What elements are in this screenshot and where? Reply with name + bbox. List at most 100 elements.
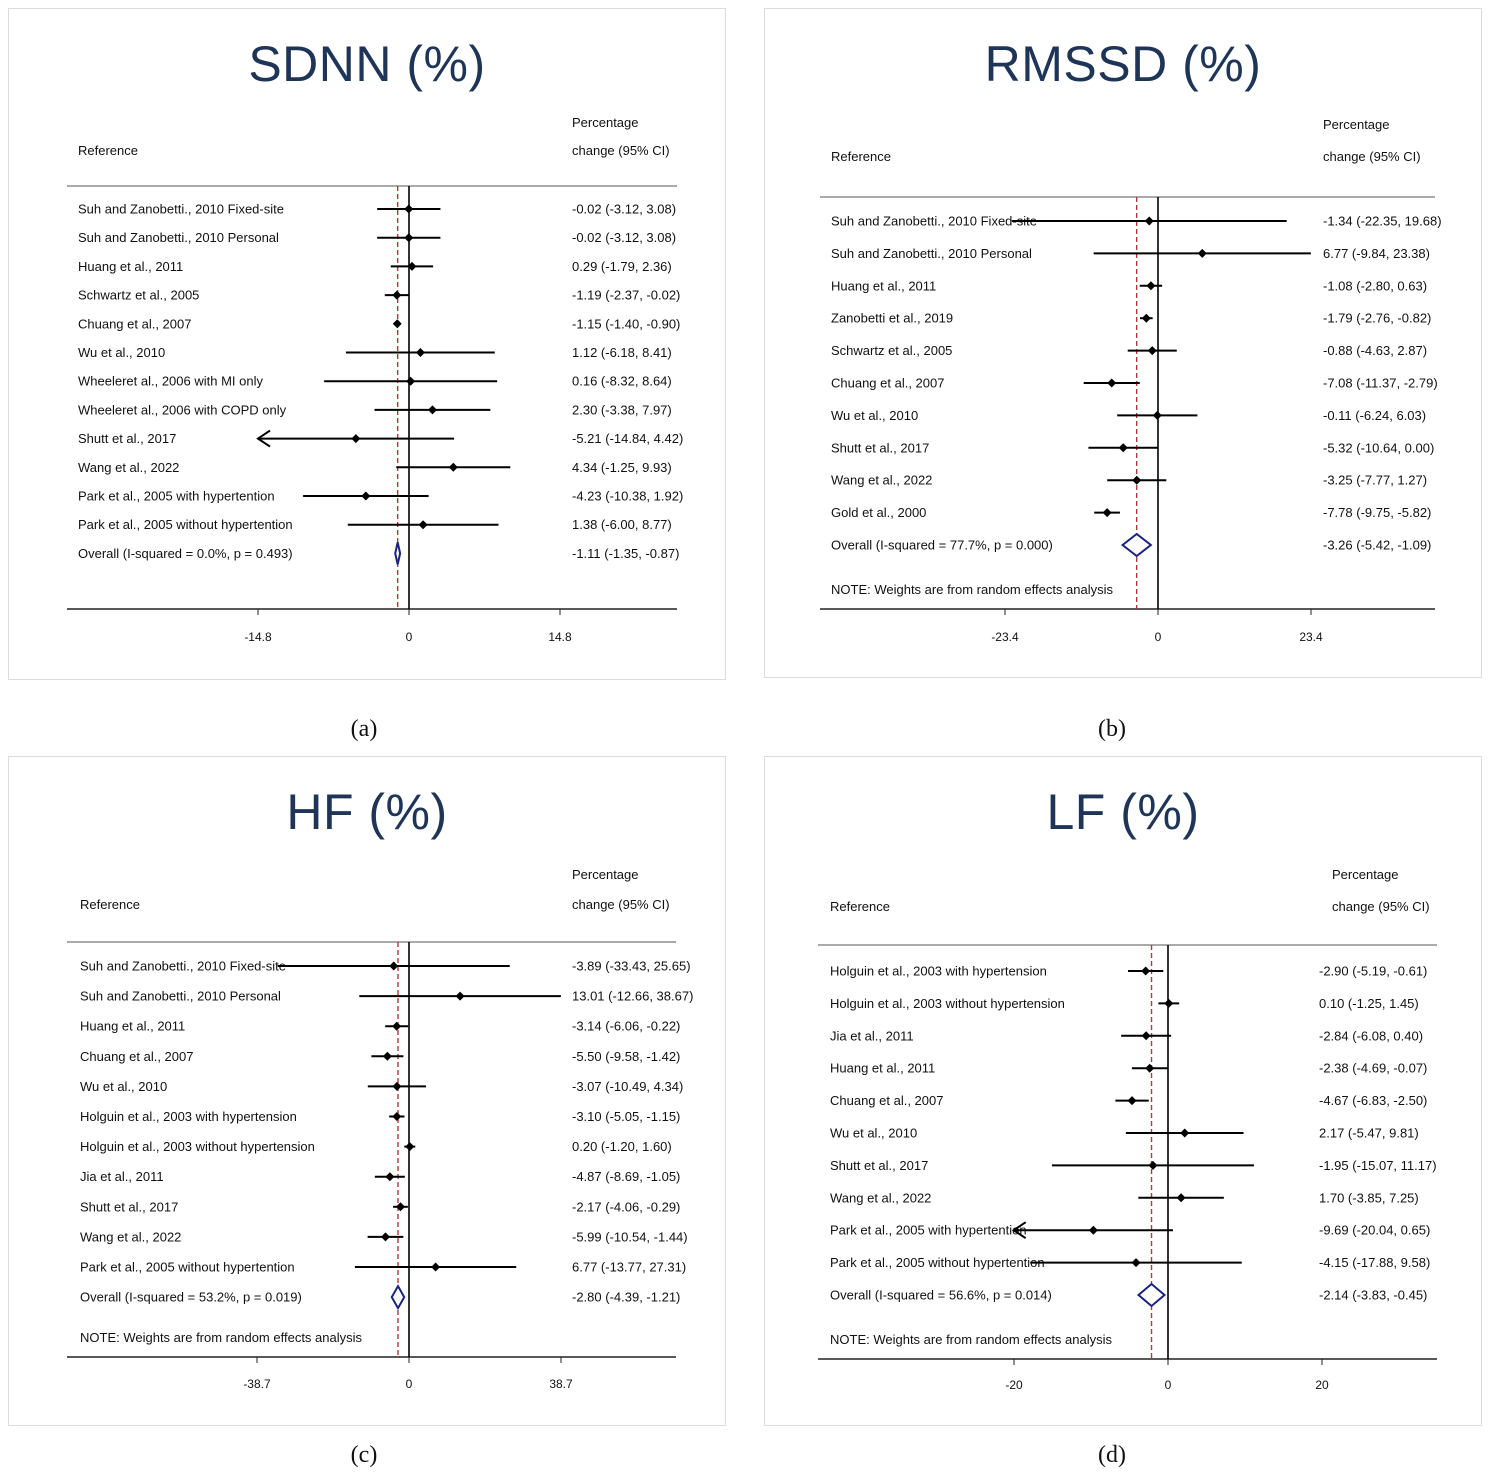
overall-label: Overall (I-squared = 77.7%, p = 0.000) bbox=[831, 538, 1053, 553]
point-estimate-marker bbox=[1147, 346, 1157, 356]
study-effect-text: 1.70 (-3.85, 7.25) bbox=[1319, 1190, 1419, 1205]
forest-panel-sdnn: SDNN (%) Reference Percentage change (95… bbox=[8, 8, 726, 680]
study-effect-text: -7.78 (-9.75, -5.82) bbox=[1323, 505, 1431, 520]
overall-diamond bbox=[1136, 1282, 1167, 1308]
study-label: Huang et al., 2011 bbox=[831, 278, 936, 293]
forest-plot-area: -38.7 0 38.7 Suh and Zanobetti., 2010 Fixed… bbox=[67, 941, 693, 1391]
point-estimate-marker bbox=[351, 434, 361, 444]
caption-c: (c) bbox=[350, 1442, 378, 1468]
reference-header: Reference bbox=[831, 149, 891, 164]
ci-truncation-arrow bbox=[1011, 1221, 1027, 1240]
point-estimate-marker bbox=[1144, 216, 1154, 226]
study-label: Huang et al., 2011 bbox=[80, 1019, 185, 1034]
effect-header-line2: change (95% CI) bbox=[572, 897, 670, 912]
point-estimate-marker bbox=[407, 261, 417, 271]
point-estimate-marker bbox=[1180, 1128, 1190, 1138]
study-label: Holguin et al., 2003 with hypertension bbox=[830, 964, 1047, 979]
study-effect-text: -1.19 (-2.37, -0.02) bbox=[572, 288, 680, 303]
effect-header-line1: Percentage bbox=[572, 115, 639, 130]
point-estimate-marker bbox=[1107, 378, 1117, 388]
study-label: Huang et al., 2011 bbox=[78, 259, 183, 274]
study-effect-text: -0.02 (-3.12, 3.08) bbox=[572, 202, 676, 217]
study-effect-text: -5.21 (-14.84, 4.42) bbox=[572, 431, 683, 446]
study-label: Chuang et al., 2007 bbox=[830, 1093, 943, 1108]
point-estimate-marker bbox=[1141, 966, 1151, 976]
study-label: Jia et al., 2011 bbox=[80, 1169, 164, 1184]
reference-header: Reference bbox=[830, 899, 890, 914]
chart-title: LF (%) bbox=[1046, 784, 1200, 840]
overall-label: Overall (I-squared = 0.0%, p = 0.493) bbox=[78, 546, 293, 561]
point-estimate-marker bbox=[392, 1112, 402, 1121]
forest-plot-area: -20 0 20 Holguin et al., 2003 with hyperten… bbox=[818, 944, 1437, 1392]
study-label: Suh and Zanobetti., 2010 Fixed-site bbox=[78, 202, 284, 217]
point-estimate-marker bbox=[1152, 410, 1162, 420]
forest-panel-rmssd: RMSSD (%) Reference Percentage change (9… bbox=[764, 8, 1482, 678]
overall-label: Overall (I-squared = 53.2%, p = 0.019) bbox=[80, 1290, 302, 1305]
study-label: Wu et al., 2010 bbox=[831, 408, 918, 423]
caption-d: (d) bbox=[1098, 1442, 1126, 1468]
study-label: Wang et al., 2022 bbox=[830, 1190, 931, 1205]
study-effect-text: 2.17 (-5.47, 9.81) bbox=[1319, 1126, 1419, 1141]
study-effect-text: -2.17 (-4.06, -0.29) bbox=[572, 1199, 680, 1214]
point-estimate-marker bbox=[380, 1232, 390, 1242]
study-label: Shutt et al., 2017 bbox=[80, 1199, 178, 1214]
study-effect-text: -5.50 (-9.58, -1.42) bbox=[572, 1049, 680, 1064]
study-label: Wang et al., 2022 bbox=[80, 1229, 181, 1244]
x-tick-label: 38.7 bbox=[549, 1377, 573, 1391]
reference-header: Reference bbox=[78, 143, 138, 158]
study-effect-text: 0.29 (-1.79, 2.36) bbox=[572, 259, 672, 274]
ci-truncation-arrow bbox=[256, 429, 271, 448]
x-tick-label: 0 bbox=[406, 630, 413, 644]
study-label: Park et al., 2005 without hypertention bbox=[830, 1255, 1045, 1270]
forest-plot-area: -14.8 0 14.8 Suh and Zanobetti., 2010 Fixed… bbox=[67, 185, 683, 644]
point-estimate-marker bbox=[404, 204, 414, 214]
study-effect-text: -2.38 (-4.69, -0.07) bbox=[1319, 1061, 1427, 1076]
study-effect-text: -3.89 (-33.43, 25.65) bbox=[572, 959, 691, 974]
study-label: Wheeleret al., 2006 with COPD only bbox=[78, 402, 287, 417]
chart-title: SDNN (%) bbox=[248, 36, 486, 92]
point-estimate-marker bbox=[431, 1262, 441, 1272]
point-estimate-marker bbox=[392, 319, 402, 329]
x-tick-label: -14.8 bbox=[244, 630, 272, 644]
point-estimate-marker bbox=[382, 1051, 392, 1061]
study-effect-text: 0.16 (-8.32, 8.64) bbox=[572, 374, 672, 389]
study-effect-text: -4.87 (-8.69, -1.05) bbox=[572, 1169, 680, 1184]
point-estimate-marker bbox=[415, 348, 425, 357]
overall-effect-text: -1.11 (-1.35, -0.87) bbox=[572, 546, 679, 561]
study-effect-text: 2.30 (-3.38, 7.97) bbox=[572, 402, 672, 417]
point-estimate-marker bbox=[392, 290, 402, 300]
study-effect-text: -5.99 (-10.54, -1.44) bbox=[572, 1229, 688, 1244]
point-estimate-marker bbox=[1164, 998, 1174, 1008]
chart-title: HF (%) bbox=[286, 784, 448, 840]
forest-plot-area: -23.4 0 23.4 Suh and Zanobetti., 2010 Fixed… bbox=[820, 196, 1442, 644]
overall-effect-text: -3.26 (-5.42, -1.09) bbox=[1323, 538, 1431, 553]
point-estimate-marker bbox=[406, 376, 416, 386]
point-estimate-marker bbox=[448, 462, 458, 472]
study-effect-text: -1.79 (-2.76, -0.82) bbox=[1323, 311, 1431, 326]
point-estimate-marker bbox=[392, 1081, 402, 1091]
study-effect-text: 6.77 (-9.84, 23.38) bbox=[1323, 246, 1430, 261]
point-estimate-marker bbox=[405, 1142, 415, 1152]
point-estimate-marker bbox=[1127, 1096, 1137, 1106]
study-label: Wu et al., 2010 bbox=[78, 345, 165, 360]
study-effect-text: -1.15 (-1.40, -0.90) bbox=[572, 316, 680, 331]
forest-panel-hf: HF (%) Reference Percentage change (95% … bbox=[8, 756, 726, 1426]
study-effect-text: -4.67 (-6.83, -2.50) bbox=[1319, 1093, 1427, 1108]
study-effect-text: -0.88 (-4.63, 2.87) bbox=[1323, 343, 1427, 358]
study-effect-text: 1.38 (-6.00, 8.77) bbox=[572, 517, 672, 532]
study-label: Shutt et al., 2017 bbox=[831, 440, 929, 455]
chart-title: RMSSD (%) bbox=[984, 36, 1262, 92]
point-estimate-marker bbox=[1197, 248, 1207, 258]
study-effect-text: 4.34 (-1.25, 9.93) bbox=[572, 460, 672, 475]
random-effects-note: NOTE: Weights are from random effects an… bbox=[830, 1332, 1113, 1347]
study-effect-text: -5.32 (-10.64, 0.00) bbox=[1323, 440, 1434, 455]
point-estimate-marker bbox=[1148, 1160, 1158, 1170]
study-effect-text: -3.14 (-6.06, -0.22) bbox=[572, 1019, 680, 1034]
study-label: Zanobetti et al., 2019 bbox=[831, 311, 953, 326]
point-estimate-marker bbox=[361, 491, 371, 501]
study-label: Park et al., 2005 without hypertention bbox=[80, 1260, 295, 1275]
point-estimate-marker bbox=[1118, 443, 1128, 453]
study-effect-text: -3.25 (-7.77, 1.27) bbox=[1323, 473, 1427, 488]
overall-diamond bbox=[1120, 532, 1153, 558]
study-effect-text: 0.20 (-1.20, 1.60) bbox=[572, 1139, 672, 1154]
